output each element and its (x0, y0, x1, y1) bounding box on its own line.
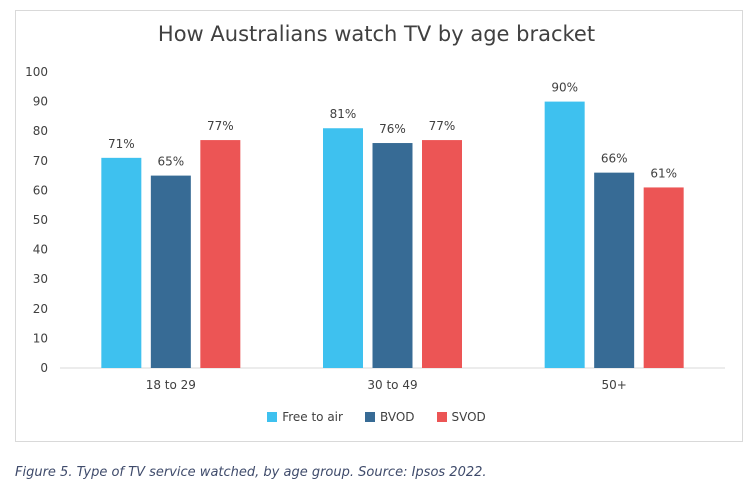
bar-bvod (372, 143, 413, 368)
data-label: 77% (207, 119, 234, 133)
legend-item: BVOD (364, 410, 415, 424)
bar-svod (643, 187, 684, 368)
y-tick-label: 30 (33, 272, 48, 286)
y-tick-label: 0 (40, 361, 48, 375)
legend-label: Free to air (282, 410, 343, 424)
legend-swatch (436, 412, 447, 422)
legend-swatch (364, 412, 375, 422)
y-tick-label: 100 (25, 65, 48, 79)
chart-legend: Free to air BVOD SVOD (0, 410, 753, 424)
bar-free-to-air (544, 101, 585, 368)
x-tick-label: 30 to 49 (367, 378, 417, 392)
y-tick-label: 90 (33, 95, 48, 109)
data-label: 81% (330, 107, 357, 121)
chart-title: How Australians watch TV by age bracket (157, 22, 596, 46)
figure-caption: Figure 5. Type of TV service watched, by… (15, 465, 487, 480)
y-tick-label: 10 (33, 331, 48, 345)
bar-bvod (594, 172, 635, 368)
data-label: 90% (551, 81, 578, 95)
x-tick-label: 18 to 29 (146, 378, 196, 392)
legend-item: SVOD (436, 410, 486, 424)
legend-label: BVOD (379, 410, 415, 424)
x-tick-label: 50+ (602, 378, 627, 392)
legend-label: SVOD (451, 410, 486, 424)
y-tick-label: 20 (33, 302, 48, 316)
bar-bvod (150, 175, 191, 368)
data-label: 71% (108, 137, 135, 151)
y-tick-label: 80 (33, 124, 48, 138)
y-tick-label: 40 (33, 243, 48, 257)
y-tick-label: 70 (33, 154, 48, 168)
bar-free-to-air (101, 157, 142, 368)
legend-item: Free to air (267, 410, 343, 424)
bar-free-to-air (323, 128, 363, 368)
y-tick-label: 60 (33, 183, 48, 197)
y-tick-label: 50 (33, 213, 48, 227)
data-label: 65% (157, 155, 184, 169)
legend-swatch (267, 412, 278, 422)
bar-svod (422, 140, 462, 368)
data-label: 61% (650, 166, 677, 180)
data-label: 76% (379, 122, 406, 136)
bar-svod (200, 140, 241, 368)
data-label: 66% (601, 152, 628, 166)
data-label: 77% (429, 119, 456, 133)
